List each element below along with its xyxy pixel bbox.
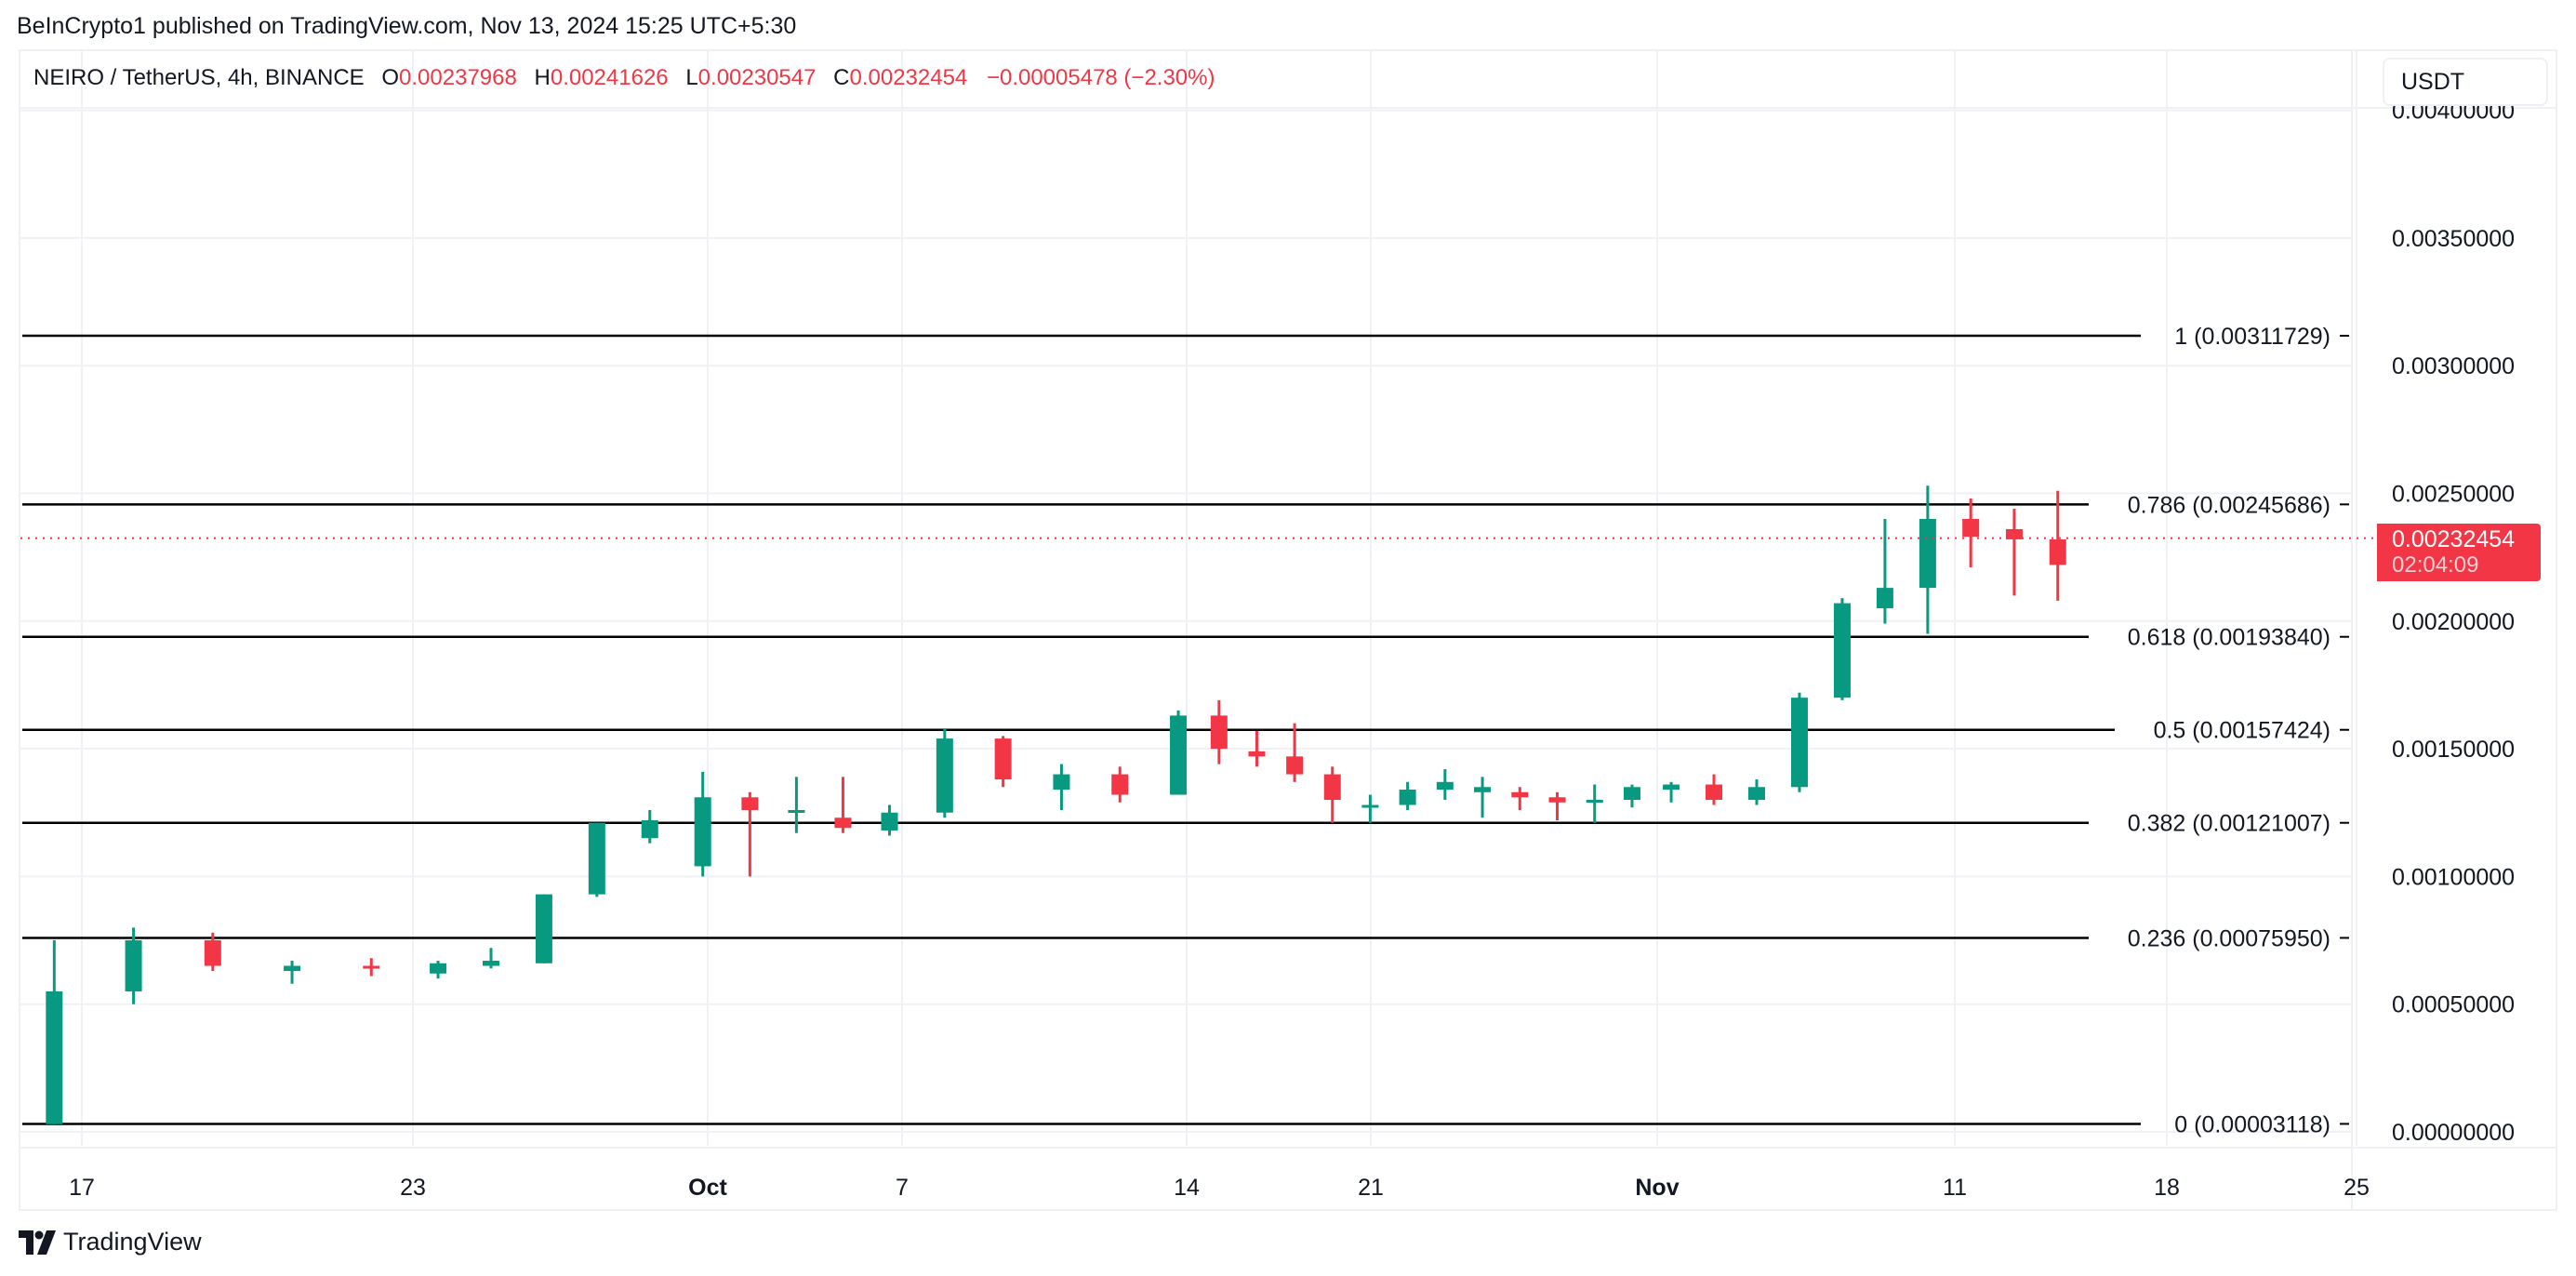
candle-down — [994, 738, 1012, 780]
price-tick-label: 0.00200000 — [2392, 609, 2515, 635]
candle-up — [1586, 800, 1603, 804]
time-tick-label: 14 — [1174, 1175, 1200, 1201]
currency-button[interactable]: USDT — [2383, 58, 2548, 106]
candle-up — [1663, 784, 1680, 791]
candle-down — [1511, 791, 1529, 798]
price-tick-label: 0.00350000 — [2392, 226, 2515, 252]
candle-down — [1210, 715, 1228, 750]
high-value: 0.00241626 — [550, 65, 669, 90]
chart-frame — [19, 49, 2557, 1211]
low-label: L — [685, 65, 698, 90]
close-label: C — [833, 65, 850, 90]
price-tick-label: 0.00250000 — [2392, 482, 2515, 508]
candle-down — [1248, 751, 1266, 757]
price-tick-label: 0.00300000 — [2392, 353, 2515, 379]
candle-down — [1962, 518, 1980, 538]
time-tick-label: 21 — [1358, 1175, 1384, 1201]
candle-up — [881, 812, 898, 831]
fib-level-label: 0.786 (0.00245686) — [2128, 492, 2330, 518]
time-tick-label: Oct — [688, 1175, 727, 1201]
candle-up — [1436, 781, 1454, 791]
candle-up — [46, 990, 63, 1124]
candle-up — [430, 963, 447, 974]
candle-down — [1706, 784, 1723, 801]
time-tick-label: 25 — [2344, 1175, 2370, 1201]
open-value: 0.00237968 — [399, 65, 517, 90]
candle-up — [694, 797, 711, 867]
fibonacci-retracement[interactable]: 1 (0.00311729) 0.786 (0.00245686) 0.618 (0… — [22, 324, 2349, 1137]
time-tick-label: 7 — [896, 1175, 909, 1201]
last-price-value: 0.00232454 — [2392, 525, 2516, 552]
price-tick-label: 0.00100000 — [2392, 864, 2515, 890]
candle-up — [482, 961, 499, 966]
candle-up — [1748, 787, 1766, 801]
price-tick-label: 0.00050000 — [2392, 992, 2515, 1018]
candle-up — [1170, 715, 1188, 795]
candle-down — [1111, 774, 1129, 795]
time-tick-label: 17 — [69, 1175, 95, 1201]
price-axis[interactable]: 0.004000000.003500000.003000000.00250000… — [2392, 99, 2515, 1146]
candle-up — [588, 822, 605, 895]
time-tick-label: 23 — [400, 1175, 426, 1201]
candle-up — [1919, 518, 1936, 589]
low-value: 0.00230547 — [697, 65, 817, 90]
bar-countdown: 02:04:09 — [2392, 552, 2479, 578]
candle-up — [1876, 588, 1893, 609]
candle-up — [1790, 698, 1808, 788]
candlesticks — [46, 485, 2066, 1124]
time-tick-label: 18 — [2154, 1175, 2180, 1201]
fib-level-label: 0.382 (0.00121007) — [2128, 811, 2330, 837]
candle-down — [363, 965, 380, 969]
high-label: H — [534, 65, 551, 90]
candle-down — [2049, 538, 2066, 565]
publisher-line: BeInCrypto1 published on TradingView.com… — [17, 13, 797, 39]
price-tick-label: 0.00150000 — [2392, 737, 2515, 763]
candle-down — [1548, 797, 1566, 803]
symbol-legend: NEIRO / TetherUS, 4h, BINANCE O0.0023796… — [33, 65, 1215, 91]
tradingview-wordmark: TradingView — [63, 1228, 202, 1256]
fib-level-label: 1 (0.00311729) — [2174, 324, 2330, 350]
fib-level-label: 0.618 (0.00193840) — [2128, 625, 2330, 651]
candle-up — [936, 738, 953, 813]
grid-lines — [19, 49, 2557, 1209]
fib-level-label: 0.236 (0.00075950) — [2128, 925, 2330, 951]
candle-up — [1399, 790, 1416, 805]
candle-down — [834, 817, 852, 829]
change-value: −0.00005478 (−2.30%) — [986, 65, 1215, 90]
close-value: 0.00232454 — [849, 65, 968, 90]
last-price-tag: 0.00232454 02:04:09 — [2377, 523, 2541, 581]
candle-up — [1623, 787, 1640, 801]
tradingview-logo-icon — [19, 1229, 56, 1255]
candle-up — [125, 940, 142, 991]
candle-down — [1323, 774, 1341, 801]
candle-up — [788, 810, 805, 814]
fib-level-label: 0.5 (0.00157424) — [2154, 718, 2330, 744]
candle-up — [1833, 603, 1851, 698]
candle-up — [1361, 804, 1379, 808]
candle-up — [284, 965, 301, 972]
fib-level-label: 0 (0.00003118) — [2174, 1111, 2330, 1137]
tradingview-brand[interactable]: TradingView — [19, 1228, 202, 1256]
time-tick-label: Nov — [1635, 1175, 1679, 1201]
candle-down — [2005, 528, 2023, 539]
time-axis[interactable]: 17 23 Oct 7 14 21 Nov 11 18 25 — [69, 1175, 2370, 1201]
open-label: O — [381, 65, 400, 90]
candle-up — [1053, 774, 1070, 791]
candle-down — [204, 940, 221, 966]
price-tick-label: 0.00000000 — [2392, 1120, 2515, 1146]
time-tick-label: 11 — [1943, 1175, 1967, 1201]
candle-down — [741, 797, 759, 811]
symbol-title[interactable]: NEIRO / TetherUS, 4h, BINANCE — [33, 65, 365, 90]
candle-up — [1474, 787, 1492, 792]
candle-up — [641, 819, 658, 839]
candle-up — [535, 894, 552, 964]
candle-down — [1286, 756, 1304, 775]
